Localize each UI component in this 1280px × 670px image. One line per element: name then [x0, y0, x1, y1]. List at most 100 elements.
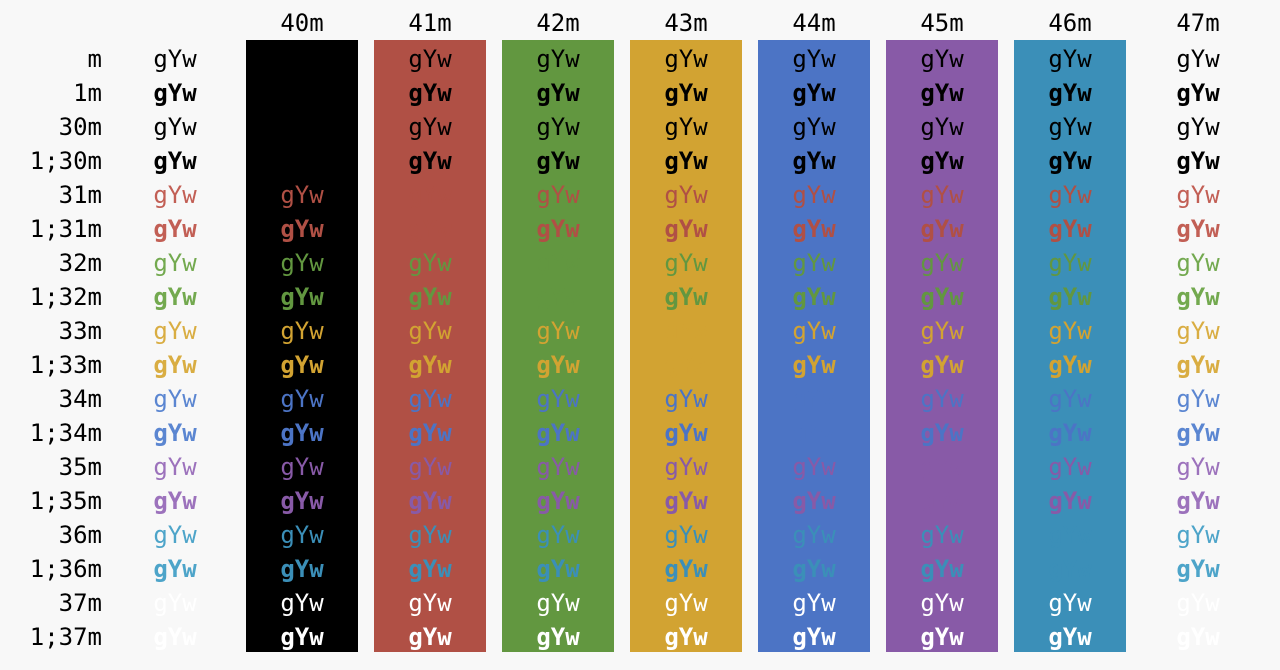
sample-text: gYw: [1048, 419, 1092, 447]
sample-text: gYw: [153, 623, 197, 651]
sample-text: gYw: [536, 181, 580, 209]
sample-text: gYw: [1048, 215, 1092, 243]
sample-text: gYw: [1176, 453, 1220, 481]
sample-text: gYw: [280, 283, 324, 311]
sample-text: gYw: [408, 351, 452, 379]
sample-text: gYw: [1176, 623, 1220, 651]
sample-text: gYw: [920, 45, 964, 73]
sample-text: gYw: [664, 283, 708, 311]
sample-text: gYw: [792, 385, 836, 413]
sample-text: gYw: [1176, 351, 1220, 379]
sample-text: gYw: [664, 113, 708, 141]
sample-text: gYw: [408, 521, 452, 549]
bg-column-43m: [630, 40, 742, 652]
sample-text: gYw: [920, 317, 964, 345]
sample-text: gYw: [280, 521, 324, 549]
sample-text: gYw: [1176, 45, 1220, 73]
sample-text: gYw: [1176, 555, 1220, 583]
sample-text: gYw: [792, 283, 836, 311]
sample-text: gYw: [664, 385, 708, 413]
sample-text: gYw: [664, 453, 708, 481]
sample-text: gYw: [153, 283, 197, 311]
sample-text: gYw: [280, 79, 324, 107]
sample-text: gYw: [280, 147, 324, 175]
sample-text: gYw: [664, 419, 708, 447]
row-label-1-33m: 1;33m: [29, 351, 102, 379]
sample-text: gYw: [536, 215, 580, 243]
sample-text: gYw: [536, 419, 580, 447]
sample-text: gYw: [1048, 385, 1092, 413]
sample-text: gYw: [280, 453, 324, 481]
row-label-1m: 1m: [73, 79, 102, 107]
bg-column-45m: [886, 40, 998, 652]
sample-text: gYw: [792, 215, 836, 243]
bg-column-44m: [758, 40, 870, 652]
sample-text: gYw: [1048, 79, 1092, 107]
sample-text: gYw: [1048, 181, 1092, 209]
sample-text: gYw: [280, 623, 324, 651]
sample-text: gYw: [536, 555, 580, 583]
sample-text: gYw: [408, 385, 452, 413]
sample-text: gYw: [408, 317, 452, 345]
sample-text: gYw: [408, 283, 452, 311]
sample-text: gYw: [536, 79, 580, 107]
sample-text: gYw: [1048, 487, 1092, 515]
sample-text: gYw: [280, 317, 324, 345]
sample-text: gYw: [153, 589, 197, 617]
sample-text: gYw: [664, 623, 708, 651]
sample-text: gYw: [1176, 419, 1220, 447]
sample-text: gYw: [153, 113, 197, 141]
sample-text: gYw: [1176, 181, 1220, 209]
sample-text: gYw: [536, 453, 580, 481]
row-label-1-31m: 1;31m: [29, 215, 102, 243]
sample-text: gYw: [153, 351, 197, 379]
sample-text: gYw: [280, 385, 324, 413]
sample-text: gYw: [536, 317, 580, 345]
sample-text: gYw: [920, 385, 964, 413]
sample-text: gYw: [664, 147, 708, 175]
sample-text: gYw: [1176, 589, 1220, 617]
sample-text: gYw: [153, 521, 197, 549]
sample-text: gYw: [920, 419, 964, 447]
sample-text: gYw: [920, 181, 964, 209]
sample-text: gYw: [664, 487, 708, 515]
sample-text: gYw: [1048, 453, 1092, 481]
sample-text: gYw: [664, 249, 708, 277]
sample-text: gYw: [280, 351, 324, 379]
sample-text: gYw: [920, 623, 964, 651]
sample-text: gYw: [920, 113, 964, 141]
sample-text: gYw: [1048, 589, 1092, 617]
row-label-35m: 35m: [58, 453, 102, 481]
bg-column-42m: [502, 40, 614, 652]
column-header-40m: 40m: [280, 9, 324, 37]
sample-text: gYw: [1048, 45, 1092, 73]
sample-text: gYw: [792, 453, 836, 481]
row-label-32m: 32m: [58, 249, 102, 277]
sample-text: gYw: [1176, 147, 1220, 175]
sample-text: gYw: [1176, 215, 1220, 243]
sample-text: gYw: [153, 487, 197, 515]
sample-text: gYw: [920, 215, 964, 243]
sample-text: gYw: [536, 521, 580, 549]
row-label-34m: 34m: [58, 385, 102, 413]
row-label-1-37m: 1;37m: [29, 623, 102, 651]
bg-column-40m: [246, 40, 358, 652]
sample-text: gYw: [792, 181, 836, 209]
column-header-47m: 47m: [1176, 9, 1220, 37]
sample-text: gYw: [664, 79, 708, 107]
sample-text: gYw: [1176, 79, 1220, 107]
sample-text: gYw: [280, 45, 324, 73]
sample-text: gYw: [280, 181, 324, 209]
sample-text: gYw: [153, 453, 197, 481]
column-header-45m: 45m: [920, 9, 964, 37]
sample-text: gYw: [664, 215, 708, 243]
sample-text: gYw: [280, 113, 324, 141]
sample-text: gYw: [920, 351, 964, 379]
sample-text: gYw: [153, 45, 197, 73]
sample-text: gYw: [536, 45, 580, 73]
sample-text: gYw: [1048, 249, 1092, 277]
sample-text: gYw: [920, 79, 964, 107]
sample-text: gYw: [536, 589, 580, 617]
row-label-36m: 36m: [58, 521, 102, 549]
sample-text: gYw: [1176, 521, 1220, 549]
